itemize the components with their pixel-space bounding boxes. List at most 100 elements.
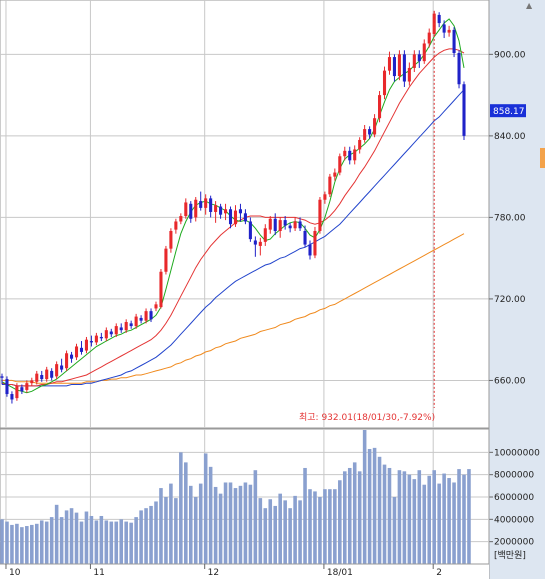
volume-bar — [457, 469, 461, 564]
volume-bar — [397, 470, 402, 564]
candle-body — [363, 129, 367, 140]
moving-average-lines — [1, 18, 465, 394]
volume-bar — [169, 483, 173, 564]
candle-body — [139, 317, 143, 321]
volume-bar — [268, 499, 273, 564]
candle-body — [84, 339, 88, 351]
candle-body — [333, 172, 337, 177]
volume-bar — [442, 473, 446, 564]
volume-bar — [407, 474, 412, 564]
volume-bar — [109, 521, 114, 564]
candle-body — [358, 139, 362, 150]
volume-bar — [208, 466, 213, 564]
candle-body — [30, 380, 34, 384]
volume-bar — [233, 488, 238, 564]
volume-bar — [44, 521, 49, 564]
candle-body — [293, 221, 297, 229]
candle-body — [199, 201, 203, 208]
candle-body — [99, 336, 103, 339]
volume-bar — [333, 489, 337, 564]
ma60-line — [2, 89, 465, 387]
volume-bar — [342, 471, 347, 564]
candle-body — [144, 311, 148, 321]
volume-bar — [159, 488, 163, 564]
volume-bar — [347, 467, 352, 564]
volume-bar — [238, 485, 243, 564]
candle-body — [89, 341, 93, 343]
candle-body — [243, 213, 247, 222]
candle-body — [189, 203, 193, 219]
volume-bar — [248, 484, 253, 564]
candle-body — [447, 29, 451, 33]
volume-bar — [283, 500, 287, 564]
candle-body — [204, 198, 208, 208]
candle-body — [338, 156, 342, 173]
candle-body — [94, 335, 98, 343]
volume-bar — [20, 527, 24, 564]
axis-scroll-glyph[interactable]: ▲ — [526, 1, 533, 10]
volume-bar — [417, 470, 422, 564]
price-tick-label: 720.00 — [494, 295, 526, 305]
volume-bar — [402, 471, 407, 564]
candles — [0, 10, 466, 404]
candle-body — [114, 326, 118, 335]
x-axis: 10 11 12 18/01 2 — [0, 563, 489, 579]
x-tick-label: 2 — [436, 568, 442, 578]
x-tick-label: 18/01 — [327, 568, 353, 578]
volume-bar — [203, 453, 208, 564]
volume-bar — [367, 448, 372, 564]
volume-bar — [89, 515, 94, 564]
ma5-line — [1, 18, 465, 394]
volume-bar — [243, 482, 248, 564]
candle-body — [164, 248, 168, 272]
volume-bar — [392, 497, 397, 564]
candle-body — [392, 57, 396, 77]
candle-body — [353, 149, 357, 161]
candle-body — [422, 43, 426, 62]
scroll-marker[interactable] — [540, 148, 545, 168]
candle-body — [124, 322, 128, 331]
volume-bar — [293, 495, 297, 564]
candle-body — [119, 327, 123, 331]
candle-body — [283, 220, 287, 226]
volume-bar — [447, 478, 451, 564]
volume-bar — [328, 489, 332, 564]
volume-bar — [223, 482, 228, 564]
candle-body — [412, 54, 416, 68]
volume-bar — [54, 504, 59, 564]
volume-bar — [74, 512, 79, 564]
volume-bar — [30, 524, 34, 564]
volume-unit-label: [백만원] — [494, 550, 526, 561]
candle-body — [109, 331, 113, 335]
candle-body — [219, 206, 223, 215]
volume-bar — [432, 470, 436, 564]
candle-body — [407, 67, 411, 82]
candle-body — [79, 347, 84, 352]
volume-bar — [124, 521, 128, 564]
volume-bar — [5, 521, 9, 564]
candle-body — [288, 225, 292, 229]
volume-bar — [278, 493, 282, 564]
price-tick-label: 660.00 — [494, 376, 526, 386]
volume-tick-label: 4000000 — [494, 515, 534, 525]
annotation-layer: 최고: 932.01(18/01/30,-7.92%) — [299, 10, 435, 423]
candle-body — [328, 176, 332, 195]
volume-bar — [318, 497, 322, 564]
volume-bar — [139, 510, 143, 564]
x-axis-ticks: 10 11 12 18/01 2 — [5, 564, 442, 578]
candle-body — [184, 202, 188, 217]
volume-bar — [104, 520, 109, 564]
volume-bar — [114, 521, 119, 564]
volume-bar — [64, 510, 69, 564]
candle-body — [74, 346, 79, 358]
volume-bar — [462, 474, 466, 564]
volume-bar — [154, 501, 158, 564]
candle-body — [0, 376, 4, 378]
volume-bar — [372, 447, 377, 564]
candle-body — [378, 95, 382, 119]
x-axis-background — [0, 564, 489, 579]
volume-bar — [164, 497, 168, 564]
volume-bar — [258, 498, 263, 564]
volume-bar — [94, 520, 99, 564]
x-tick-label: 12 — [208, 568, 219, 578]
